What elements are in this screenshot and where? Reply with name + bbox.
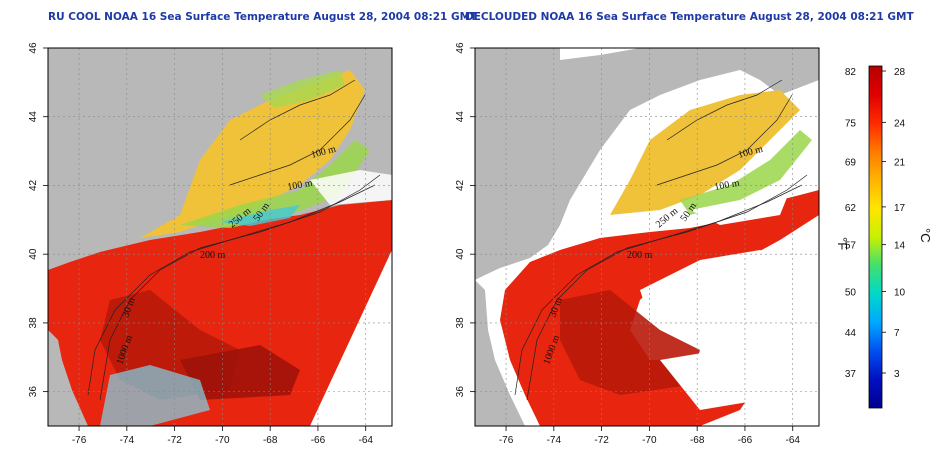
left-lon-tick-label-6: -64 xyxy=(358,435,373,446)
right-contour-label-200m: 200 m xyxy=(627,250,653,261)
left-graticule xyxy=(48,48,392,426)
colorbar-gradient xyxy=(868,65,883,409)
right-lon-tick-label-0: -76 xyxy=(499,435,514,446)
left-cloud-patch xyxy=(100,365,210,426)
left-contour-4 xyxy=(239,79,356,141)
left-contour-label-200m: 200 m xyxy=(200,250,226,261)
right-lon-tick-label-1: -74 xyxy=(547,435,562,446)
colorbar-f-tick-1: 75 xyxy=(845,118,857,129)
colorbar-f-tick-5: 50 xyxy=(845,287,857,298)
colorbar-f-tick-0: 82 xyxy=(845,67,857,78)
right-lat-tick-label-4: 44 xyxy=(455,111,466,123)
left-contour-label-100m-b: 100 m xyxy=(287,178,314,193)
left-map-frame xyxy=(47,47,393,427)
right-lat-tick-label-5: 46 xyxy=(455,42,466,54)
left-cool-shelf-water xyxy=(140,70,365,238)
left-lon-tick-label-2: -72 xyxy=(167,435,182,446)
right-lon-axis: -76 -74 -72 -70 -68 -66 -64 xyxy=(499,426,800,446)
left-lat-tick-label-1: 38 xyxy=(28,317,39,329)
right-land xyxy=(475,48,819,280)
colorbar-c-tick-1: 24 xyxy=(894,118,906,129)
right-lat-tick-label-2: 40 xyxy=(455,248,466,260)
right-white-shelf-gap xyxy=(690,190,790,225)
left-lat-tick-label-0: 36 xyxy=(28,386,39,398)
left-lon-tick-label-5: -66 xyxy=(311,435,326,446)
left-lon-tick-label-3: -70 xyxy=(215,435,230,446)
colorbar-c-tick-7: 3 xyxy=(894,369,900,380)
colorbar-c-tick-3: 17 xyxy=(894,203,906,214)
left-us-coast-land xyxy=(48,48,88,426)
right-lon-tick-label-2: -72 xyxy=(594,435,609,446)
right-panel-title: DECLOUDED NOAA 16 Sea Surface Temperatur… xyxy=(465,11,914,23)
colorbar-c-tick-6: 7 xyxy=(894,328,900,339)
right-cool-shelf-water xyxy=(610,90,800,215)
left-cyan-streak xyxy=(220,205,300,226)
colorbar-f-tick-3: 62 xyxy=(845,203,857,214)
left-green-coastal xyxy=(260,70,345,108)
left-lon-tick-label-4: -68 xyxy=(263,435,278,446)
colorbar-c-tick-4: 14 xyxy=(894,241,906,252)
right-contour-3 xyxy=(656,94,793,186)
right-graticule xyxy=(475,48,819,426)
right-contour-1 xyxy=(526,174,808,401)
right-contour-4 xyxy=(666,79,783,141)
right-cloud-hole-1 xyxy=(640,250,800,330)
right-land-south xyxy=(475,280,525,426)
colorbar: 82 75 69 62 57 50 44 37 28 24 21 17 14 10 7 3 °F °C xyxy=(835,65,933,409)
right-lat-tick-label-3: 42 xyxy=(455,179,466,191)
left-lon-tick-label-0: -76 xyxy=(72,435,87,446)
right-lat-tick-label-1: 38 xyxy=(455,317,466,329)
left-lat-tick-label-3: 42 xyxy=(28,179,39,191)
right-map-frame xyxy=(474,47,820,427)
right-contour-2 xyxy=(514,184,803,396)
colorbar-f-tick-2: 69 xyxy=(845,158,857,169)
right-lat-tick-label-0: 36 xyxy=(455,386,466,398)
left-outside-swath xyxy=(310,250,392,426)
left-contour-2 xyxy=(87,184,376,396)
left-white-cloud xyxy=(310,170,392,205)
colorbar-c-tick-2: 21 xyxy=(894,158,906,169)
colorbar-fahrenheit-ticks: 82 75 69 62 57 50 44 37 xyxy=(845,67,857,380)
left-contour-1 xyxy=(99,174,381,401)
left-lat-tick-label-5: 46 xyxy=(28,42,39,54)
right-lat-axis: 36 38 40 42 44 46 xyxy=(455,42,475,397)
colorbar-f-tick-7: 37 xyxy=(845,369,857,380)
colorbar-c-tick-0: 28 xyxy=(894,67,906,78)
right-map-panel: 100 m 100 m 50 m 250 m 200 m 30 m 1000 m… xyxy=(455,42,820,446)
colorbar-c-tick-5: 10 xyxy=(894,287,906,298)
left-lon-axis: -76 -74 -72 -70 -68 -66 -64 xyxy=(72,426,373,446)
right-cloud-hole-2 xyxy=(660,350,770,410)
left-lat-tick-label-4: 44 xyxy=(28,111,39,123)
right-lon-tick-label-6: -64 xyxy=(785,435,800,446)
fahrenheit-unit-label: °F xyxy=(835,237,850,250)
colorbar-celsius-ticks: 28 24 21 17 14 10 7 3 xyxy=(882,67,906,380)
left-contour-3 xyxy=(229,94,366,186)
left-lat-tick-label-2: 40 xyxy=(28,248,39,260)
right-dark-red-patch xyxy=(560,290,700,395)
right-lon-tick-label-5: -66 xyxy=(738,435,753,446)
left-lat-axis: 36 38 40 42 44 46 xyxy=(28,42,48,397)
left-map-panel: 100 m 100 m 50 m 250 m 200 m 30 m 1000 m… xyxy=(28,42,393,446)
colorbar-f-tick-6: 44 xyxy=(845,328,857,339)
colorbar-f-tick-4: 57 xyxy=(845,241,857,252)
right-lon-tick-label-3: -70 xyxy=(642,435,657,446)
left-lon-tick-label-1: -74 xyxy=(120,435,135,446)
celsius-unit-label: °C xyxy=(918,228,933,243)
right-lon-tick-label-4: -68 xyxy=(690,435,705,446)
right-green-band xyxy=(680,130,812,215)
right-contour-label-100m-b: 100 m xyxy=(714,178,741,193)
left-panel-title: RU COOL NOAA 16 Sea Surface Temperature … xyxy=(48,11,478,23)
